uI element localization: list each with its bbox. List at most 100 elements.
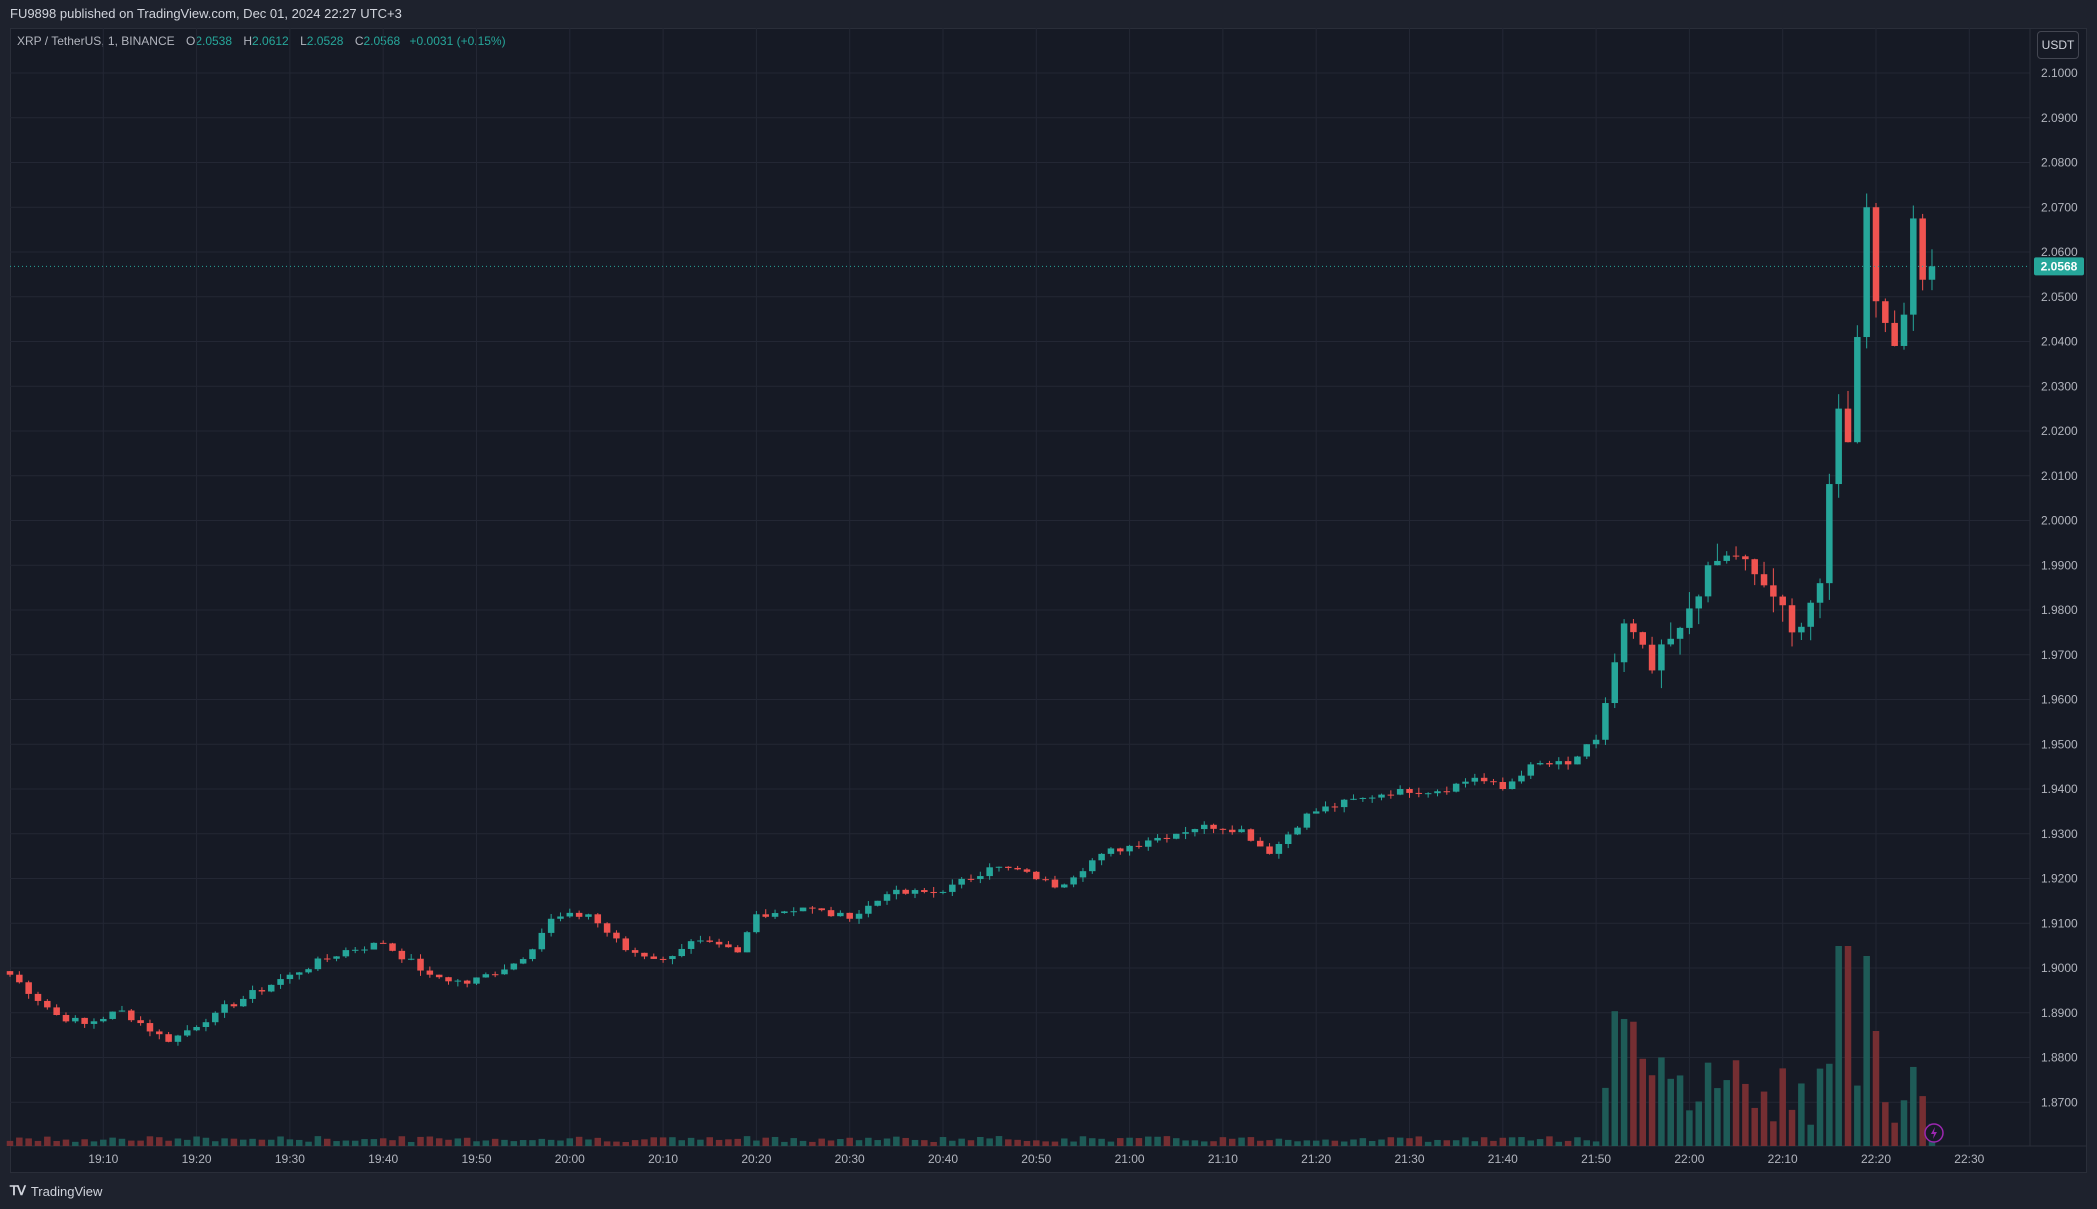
footer-bar [0,1173,2097,1209]
currency-button[interactable]: USDT [2037,31,2079,59]
volume-bar [1816,1068,1824,1146]
candle-body [1135,845,1143,847]
volume-bar [1051,1141,1059,1146]
volume-bar [725,1139,732,1146]
volume-bar [1863,956,1870,1146]
candle-body [1098,853,1105,861]
candle-body [1798,626,1805,633]
tradingview-brand[interactable]: ꓔꓦ TradingView [10,1183,102,1199]
volume-bar [781,1141,788,1146]
volume-bar [1658,1057,1665,1146]
candle-body [361,949,368,951]
candle-body [725,944,732,948]
volume-bar [1630,1021,1637,1146]
volume-bar [1714,1088,1721,1146]
volume-bar [1424,1141,1432,1146]
candle-body [958,878,965,885]
volume-bar [1070,1141,1077,1146]
candle-body [1443,791,1451,793]
candle-body [846,912,853,919]
candle-body [6,971,14,975]
candle-body [1303,813,1311,828]
candle-body [1200,824,1208,830]
x-tick-label: 20:20 [741,1152,771,1166]
candle-body [566,912,574,917]
volume-bar [1676,1075,1684,1146]
volume-bar [1499,1137,1507,1146]
volume-bar [715,1139,723,1146]
volume-bar [202,1137,210,1146]
volume-bar [1536,1139,1544,1146]
candle-body [930,891,937,893]
candle-body [1630,623,1637,633]
x-tick-label: 19:30 [275,1152,305,1166]
volume-bar [939,1137,947,1146]
volume-bar [1779,1068,1786,1146]
volume-bar [146,1136,154,1146]
candle-body [249,990,256,999]
volume-bar [1117,1138,1124,1146]
chart-frame[interactable] [10,28,2087,1173]
volume-bar [986,1138,993,1146]
candle-body [16,974,23,983]
y-tick-label: 2.0700 [2041,200,2078,214]
y-tick-label: 1.9700 [2041,648,2078,662]
volume-bar [1312,1140,1320,1146]
volume-bar [1135,1138,1143,1146]
volume-bar [1107,1141,1115,1146]
symbol-name[interactable]: XRP / TetherUS, 1, BINANCE [17,34,175,48]
tradingview-logo-icon: ꓔꓦ [10,1183,26,1198]
volume-bar [1742,1083,1749,1146]
x-tick-label: 21:10 [1208,1152,1238,1166]
x-tick-label: 19:40 [368,1152,398,1166]
candle-body [809,907,816,909]
volume-bar [72,1141,79,1146]
candle-body [1574,756,1581,765]
candle-body [799,907,807,912]
volume-bar [1163,1136,1171,1146]
candle-body [1163,837,1171,839]
volume-bar [1480,1137,1488,1146]
volume-bar [25,1138,32,1146]
volume-bar [1200,1141,1208,1146]
candle-body [1312,811,1320,814]
volume-bar [379,1138,387,1146]
candle-body [547,918,555,933]
volume-bar [1518,1137,1525,1146]
volume-bar [44,1136,51,1146]
close-value: 2.0568 [363,34,401,48]
candle-body [417,958,424,971]
candle-body [1583,744,1591,757]
volume-bar [34,1140,42,1146]
volume-bar [1686,1110,1693,1146]
candle-body [342,950,350,957]
volume-bar [1910,1066,1917,1146]
volume-bar [1228,1138,1236,1146]
x-tick-label: 22:20 [1861,1152,1891,1166]
volume-bar [1704,1062,1712,1146]
candle-body [53,1007,60,1015]
volume-bar [1732,1060,1740,1146]
candle-body [949,884,956,892]
volume-bar [687,1137,695,1146]
candle-body [1275,843,1283,854]
volume-bar [501,1139,508,1146]
volume-bar [16,1137,23,1146]
candle-body [1807,602,1814,627]
candle-body [174,1035,182,1042]
last-price-label: 2.0568 [2041,259,2078,273]
volume-bar [1919,1096,1926,1146]
candle-body [1536,763,1544,765]
candle-body [743,932,751,953]
volume-bar [1434,1139,1441,1146]
candle-body [1107,848,1115,854]
volume-bar [650,1137,658,1146]
candle-body [1089,860,1096,872]
candle-body [902,889,909,894]
volume-bar [641,1139,648,1146]
candle-body [1256,840,1264,847]
candle-body [128,1010,135,1021]
x-tick-label: 22:10 [1768,1152,1798,1166]
candle-body [109,1011,116,1019]
